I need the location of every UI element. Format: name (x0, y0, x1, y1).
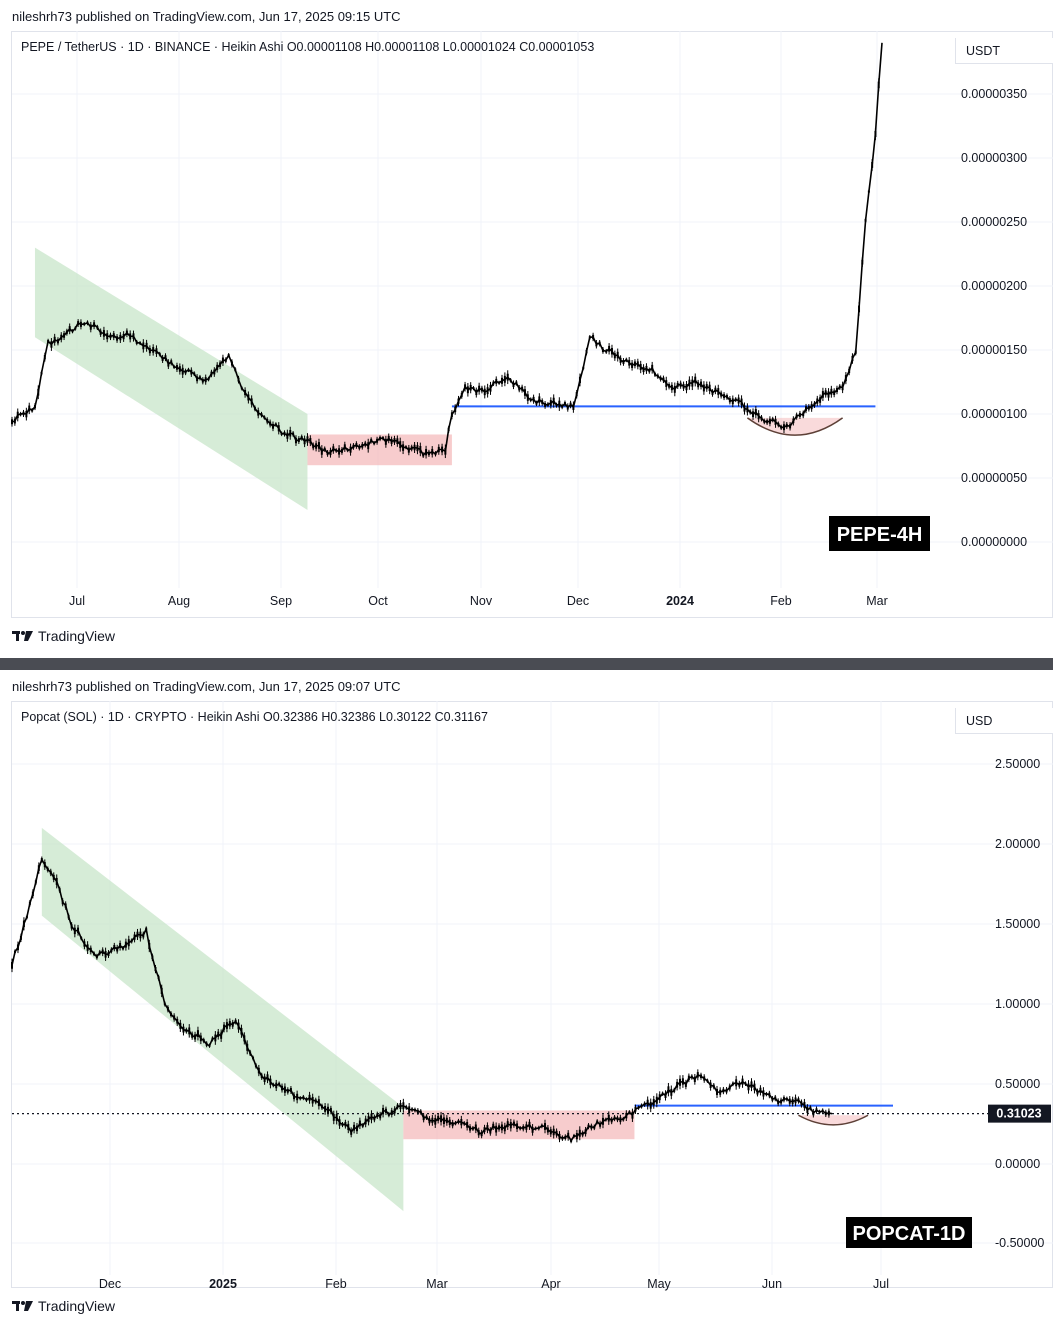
pepe-chart-panel: nileshrh73 published on TradingView.com,… (0, 0, 1053, 668)
symbol-legend[interactable]: PEPE / TetherUS · 1D · BINANCE · Heikin … (21, 40, 595, 54)
price-series (11, 42, 883, 459)
y-axis-tick-label: 2.50000 (995, 757, 1040, 771)
publisher-line: nileshrh73 published on TradingView.com,… (12, 9, 401, 24)
x-axis-tick-label: Nov (470, 594, 493, 608)
x-axis-tick-label: 2025 (209, 1277, 237, 1291)
publisher-line: nileshrh73 published on TradingView.com,… (12, 679, 401, 694)
x-axis-tick-label: Dec (567, 594, 589, 608)
tradingview-logo[interactable]: TradingView (12, 628, 115, 644)
x-axis-tick-label: Jul (873, 1277, 889, 1291)
pepe-chart-svg[interactable]: 0.00000350 0.00000300 0.00000250 0.00000200… (0, 0, 1053, 668)
tradingview-logo-icon (12, 1301, 33, 1311)
x-axis-tick-label: Feb (770, 594, 792, 608)
y-axis-tick-label: 0.00000 (995, 1157, 1040, 1171)
popcat-chart-svg[interactable]: 2.50000 2.00000 1.50000 1.00000 0.50000 0.000… (0, 670, 1053, 1338)
y-axis-tick-label: 0.50000 (995, 1077, 1040, 1091)
popcat-chart-panel: nileshrh73 published on TradingView.com,… (0, 670, 1053, 1338)
descending-channel (34, 247, 308, 510)
price-line (11, 42, 883, 457)
x-axis-tick-label: Sep (270, 594, 292, 608)
y-axis-tick-label: 0.00000200 (961, 279, 1027, 293)
chart-label-text: POPCAT-1D (853, 1223, 966, 1245)
x-axis-tick-label: 2024 (666, 594, 694, 608)
y-axis-tick-label: 0.00000250 (961, 215, 1027, 229)
x-axis-tick-label: Jul (69, 594, 85, 608)
tradingview-logo[interactable]: TradingView (12, 1298, 115, 1314)
descending-channel (41, 827, 404, 1212)
currency-selector[interactable]: USD (955, 708, 1053, 734)
x-axis-tick-label: Mar (426, 1277, 448, 1291)
y-axis-tick-label: 2.00000 (995, 837, 1040, 851)
chart-label-text: PEPE-4H (837, 524, 923, 546)
x-axis-tick-label: Aug (168, 594, 190, 608)
currency-selector[interactable]: USDT (955, 38, 1053, 64)
tradingview-logo-text: TradingView (38, 1298, 116, 1314)
price-series (11, 856, 833, 1144)
tradingview-logo-icon (12, 631, 33, 641)
rounded-bottom-arc (746, 417, 844, 436)
chart-label-box (846, 1217, 972, 1248)
y-axis-tick-label: 0.00000100 (961, 407, 1027, 421)
y-axis-tick-label: -0.50000 (995, 1236, 1044, 1250)
x-axis-tick-label: May (647, 1277, 671, 1291)
x-axis-tick-label: Mar (866, 594, 888, 608)
y-axis-tick-label: 0.00000000 (961, 535, 1027, 549)
y-axis-tick-label: 0.00000350 (961, 87, 1027, 101)
price-tag-box (988, 1104, 1051, 1123)
chart-label-box (829, 516, 930, 551)
y-axis-tick-label: 0.00000050 (961, 471, 1027, 485)
x-axis-tick-label: Jun (762, 1277, 782, 1291)
symbol-legend[interactable]: Popcat (SOL) · 1D · CRYPTO · Heikin Ashi… (21, 710, 488, 724)
y-axis-tick-label: 0.00000300 (961, 151, 1027, 165)
x-axis-tick-label: Dec (99, 1277, 121, 1291)
tradingview-logo-text: TradingView (38, 628, 116, 644)
x-axis-tick-label: Apr (541, 1277, 560, 1291)
x-axis-tick-label: Oct (368, 594, 388, 608)
y-axis-tick-label: 1.00000 (995, 997, 1040, 1011)
price-line (11, 857, 833, 1143)
y-axis-tick-label: 1.50000 (995, 917, 1040, 931)
panel-divider (0, 658, 1053, 670)
price-tag-text: 0.31023 (996, 1107, 1041, 1121)
y-axis-tick-label: 0.00000150 (961, 343, 1027, 357)
x-axis-tick-label: Feb (325, 1277, 347, 1291)
rounded-bottom-arc (798, 1114, 869, 1126)
